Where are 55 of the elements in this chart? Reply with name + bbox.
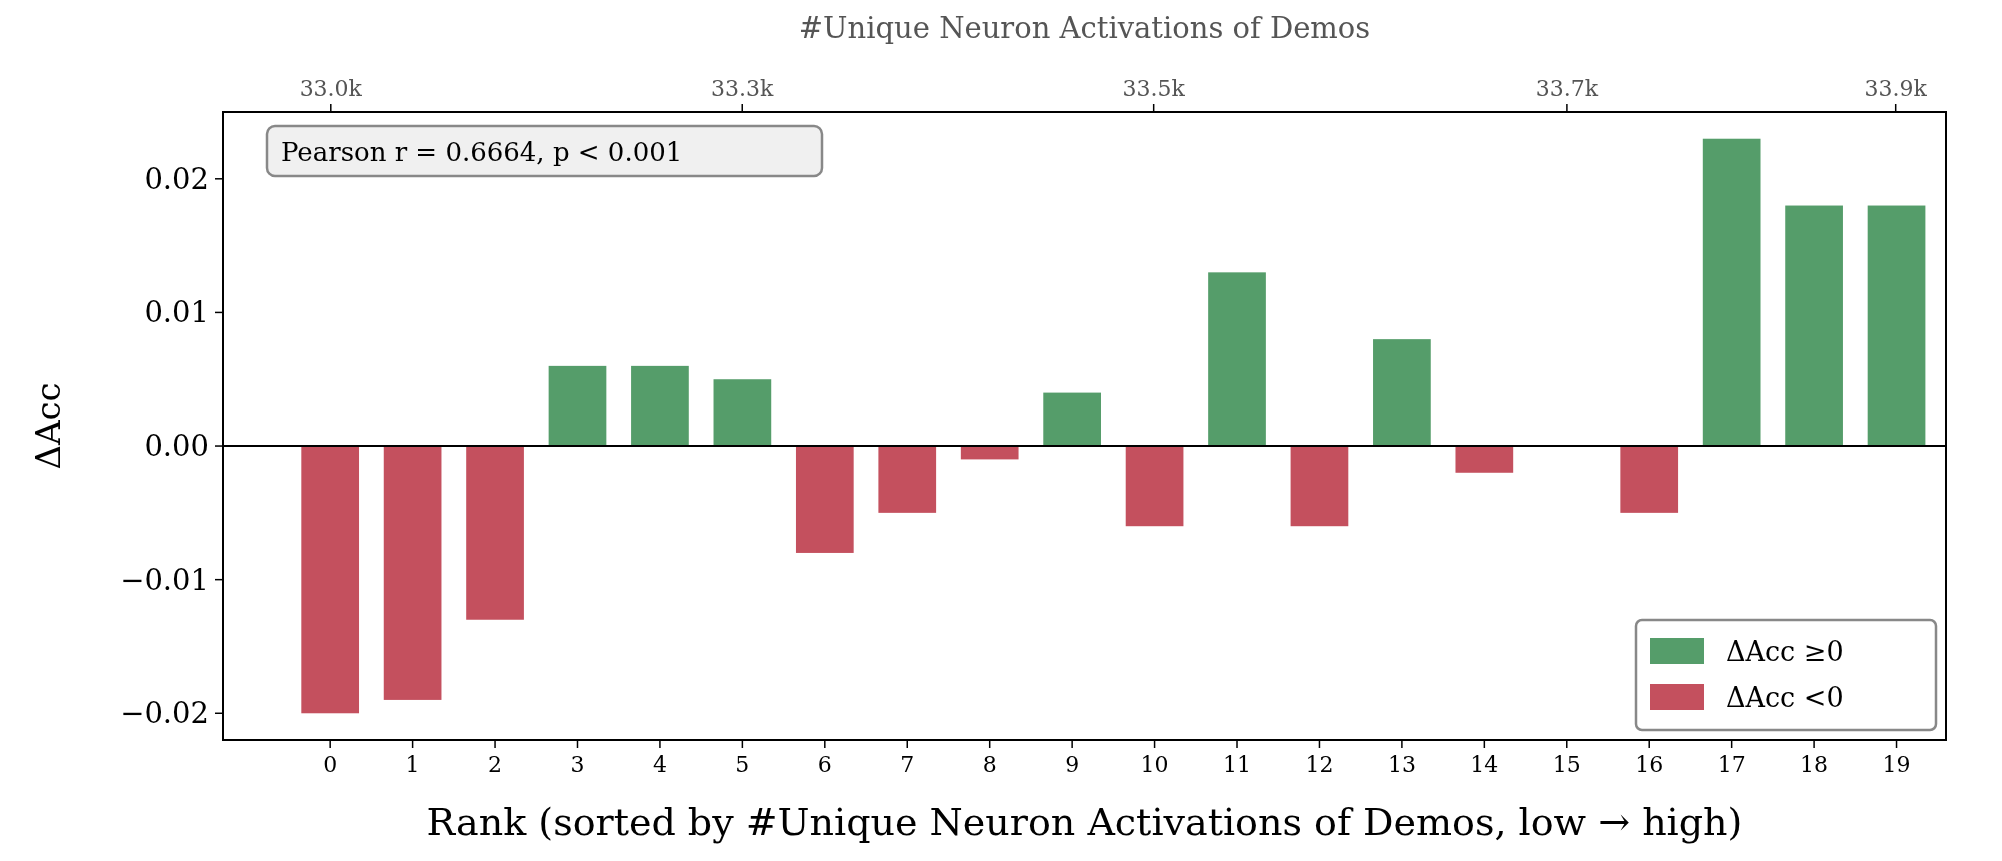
bar: [301, 446, 360, 714]
bar: [795, 446, 854, 553]
x-tick-label: 10: [1140, 752, 1169, 777]
bar: [383, 446, 442, 700]
bar: [1290, 446, 1349, 527]
y-tick-label: −0.02: [120, 696, 209, 731]
x-tick-label: 11: [1223, 752, 1252, 777]
x-tick-label: 12: [1305, 752, 1334, 777]
x-tick-label: 19: [1882, 752, 1911, 777]
bar: [1208, 272, 1266, 447]
legend-label: ΔAcc ≥0: [1726, 636, 1844, 667]
bar: [878, 446, 937, 513]
bar: [1125, 446, 1184, 527]
x-tick-label: 5: [735, 752, 750, 777]
legend-label: ΔAcc <0: [1726, 682, 1844, 713]
bar: [1043, 392, 1101, 447]
x2-tick-label: 33.0k: [299, 76, 363, 101]
x-tick-label: 13: [1387, 752, 1416, 777]
x-tick-label: 16: [1635, 752, 1664, 777]
x2-tick-label: 33.3k: [711, 76, 775, 101]
bar: [466, 446, 524, 620]
bar: [1455, 446, 1514, 473]
annotation: Pearson r = 0.6664, p < 0.001: [281, 137, 683, 167]
x-tick-label: 0: [323, 752, 338, 777]
x-tick-label: 15: [1552, 752, 1581, 777]
bar: [1785, 205, 1843, 447]
x2-tick-label: 33.5k: [1122, 76, 1186, 101]
x2-tick-label: 33.9k: [1864, 76, 1928, 101]
x-tick-label: 8: [982, 752, 997, 777]
x-tick-label: 1: [405, 752, 420, 777]
x2-tick-label: 33.7k: [1535, 76, 1599, 101]
bar: [548, 365, 607, 447]
x2-axis-title: #Unique Neuron Activations of Demos: [798, 11, 1371, 45]
x-tick-label: 3: [570, 752, 585, 777]
x-tick-label: 4: [652, 752, 667, 777]
x-tick-label: 17: [1717, 752, 1746, 777]
y-tick-label: −0.01: [120, 562, 209, 597]
x-tick-label: 18: [1800, 752, 1829, 777]
bar: [631, 365, 689, 447]
x-axis-title: Rank (sorted by #Unique Neuron Activations of Demos, low → high): [426, 800, 1743, 844]
bar: [1620, 446, 1679, 513]
y-tick-label: 0.01: [144, 295, 209, 330]
bar: [1373, 339, 1431, 447]
bar: [960, 446, 1019, 460]
x-tick-label: 14: [1470, 752, 1499, 777]
bar: [1702, 138, 1761, 447]
x-tick-label: 7: [900, 752, 915, 777]
y-tick-label: 0.02: [144, 161, 209, 196]
x-tick-label: 9: [1065, 752, 1080, 777]
x-tick-label: 2: [488, 752, 503, 777]
y-tick-label: 0.00: [144, 429, 209, 464]
y-axis-title: ΔAcc: [28, 382, 68, 470]
x-tick-label: 6: [817, 752, 832, 777]
bar: [713, 379, 772, 447]
bar: [1867, 205, 1926, 447]
